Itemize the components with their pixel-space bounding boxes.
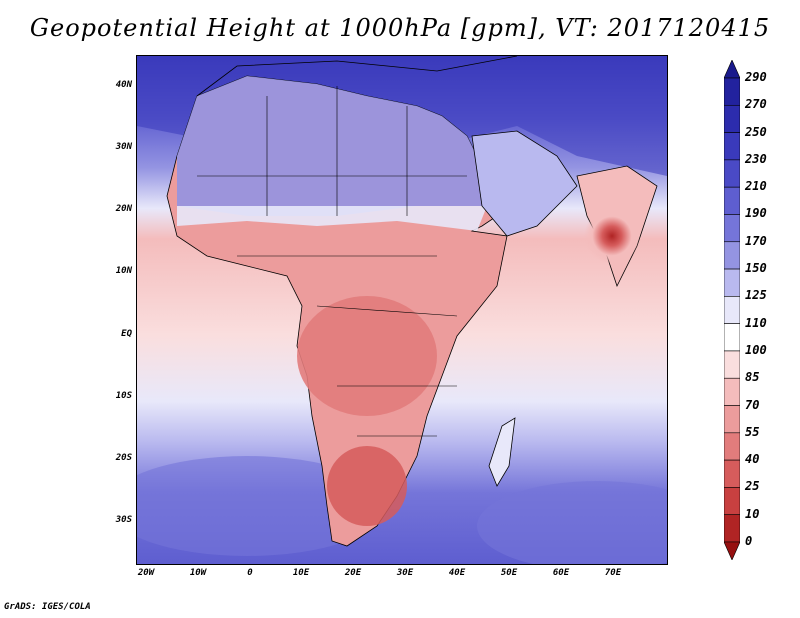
colorbar-cell (724, 541, 740, 560)
sahara-high (177, 76, 487, 216)
kalahari-low (327, 446, 407, 526)
lon-label: 70E (604, 568, 622, 578)
colorbar-label: 0 (745, 534, 753, 548)
colorbar-cell (724, 186, 740, 215)
colorbar-cell (724, 214, 740, 243)
lon-label: 20W (137, 568, 155, 578)
colorbar-label: 110 (745, 315, 767, 330)
lon-label: 60E (552, 568, 570, 578)
colorbar-label: 210 (745, 179, 767, 194)
colorbar-label: 125 (745, 288, 767, 303)
europe-coast (196, 56, 518, 97)
country-borders (197, 86, 467, 437)
lon-label: 10W (189, 568, 207, 578)
colorbar-cell (724, 241, 740, 270)
colorbar-cell (724, 514, 740, 543)
lat-label: 10N (115, 266, 132, 276)
lat-label: 20S (115, 453, 132, 463)
lon-label: 20E (344, 568, 362, 578)
colorbar-cell (724, 405, 740, 434)
colorbar-cells (724, 60, 740, 560)
colorbar-label: 70 (745, 397, 760, 412)
arabian-peninsula (471, 130, 578, 237)
lat-label: 10S (115, 391, 132, 401)
colorbar-label: 190 (745, 206, 767, 221)
colorbar-cell (724, 268, 740, 297)
colorbar-label: 85 (745, 370, 760, 385)
colorbar-label: 25 (745, 479, 760, 494)
lat-label: 30S (115, 515, 132, 525)
colorbar-label: 250 (745, 124, 767, 139)
colorbar-label: 170 (745, 233, 767, 248)
colorbar-cell (724, 77, 740, 106)
colorbar (724, 60, 740, 560)
chart-title: Geopotential Height at 1000hPa [gpm], VT… (29, 14, 771, 42)
colorbar-cell (724, 487, 740, 516)
lat-label: 40N (115, 80, 132, 90)
south-indian-high (477, 481, 667, 564)
colorbar-cell (724, 459, 740, 488)
colorbar-label: 55 (745, 424, 760, 439)
colorbar-label: 10 (745, 506, 760, 521)
colorbar-cell (724, 132, 740, 161)
lon-label: 0 (247, 568, 253, 578)
colorbar-label: 150 (745, 261, 767, 276)
lon-label: 10E (292, 568, 310, 578)
lon-label: 30E (396, 568, 414, 578)
footer-credit: GrADS: IGES/COLA (4, 602, 91, 612)
madagascar (488, 417, 516, 487)
lat-label: 30N (115, 142, 132, 152)
colorbar-cell (724, 104, 740, 133)
colorbar-label: 100 (745, 342, 767, 357)
colorbar-label: 270 (745, 97, 767, 112)
colorbar-label: 230 (745, 151, 767, 166)
colorbar-cell (724, 159, 740, 188)
lon-label: 40E (448, 568, 466, 578)
cyclone-low (584, 208, 640, 264)
map-panel (136, 55, 668, 565)
colorbar-cell (724, 323, 740, 352)
colorbar-cell (724, 60, 740, 79)
colorbar-cell (724, 377, 740, 406)
colorbar-cell (724, 296, 740, 324)
colorbar-label: 290 (745, 70, 767, 84)
map-svg (137, 56, 667, 564)
lon-label: 50E (500, 568, 518, 578)
colorbar-label: 40 (745, 452, 760, 467)
lat-label: 20N (115, 204, 132, 214)
colorbar-cell (724, 432, 740, 461)
colorbar-cell (724, 350, 740, 379)
sahel-band (177, 206, 487, 231)
equatorial-low (297, 296, 437, 416)
lat-label: EQ (121, 329, 132, 339)
